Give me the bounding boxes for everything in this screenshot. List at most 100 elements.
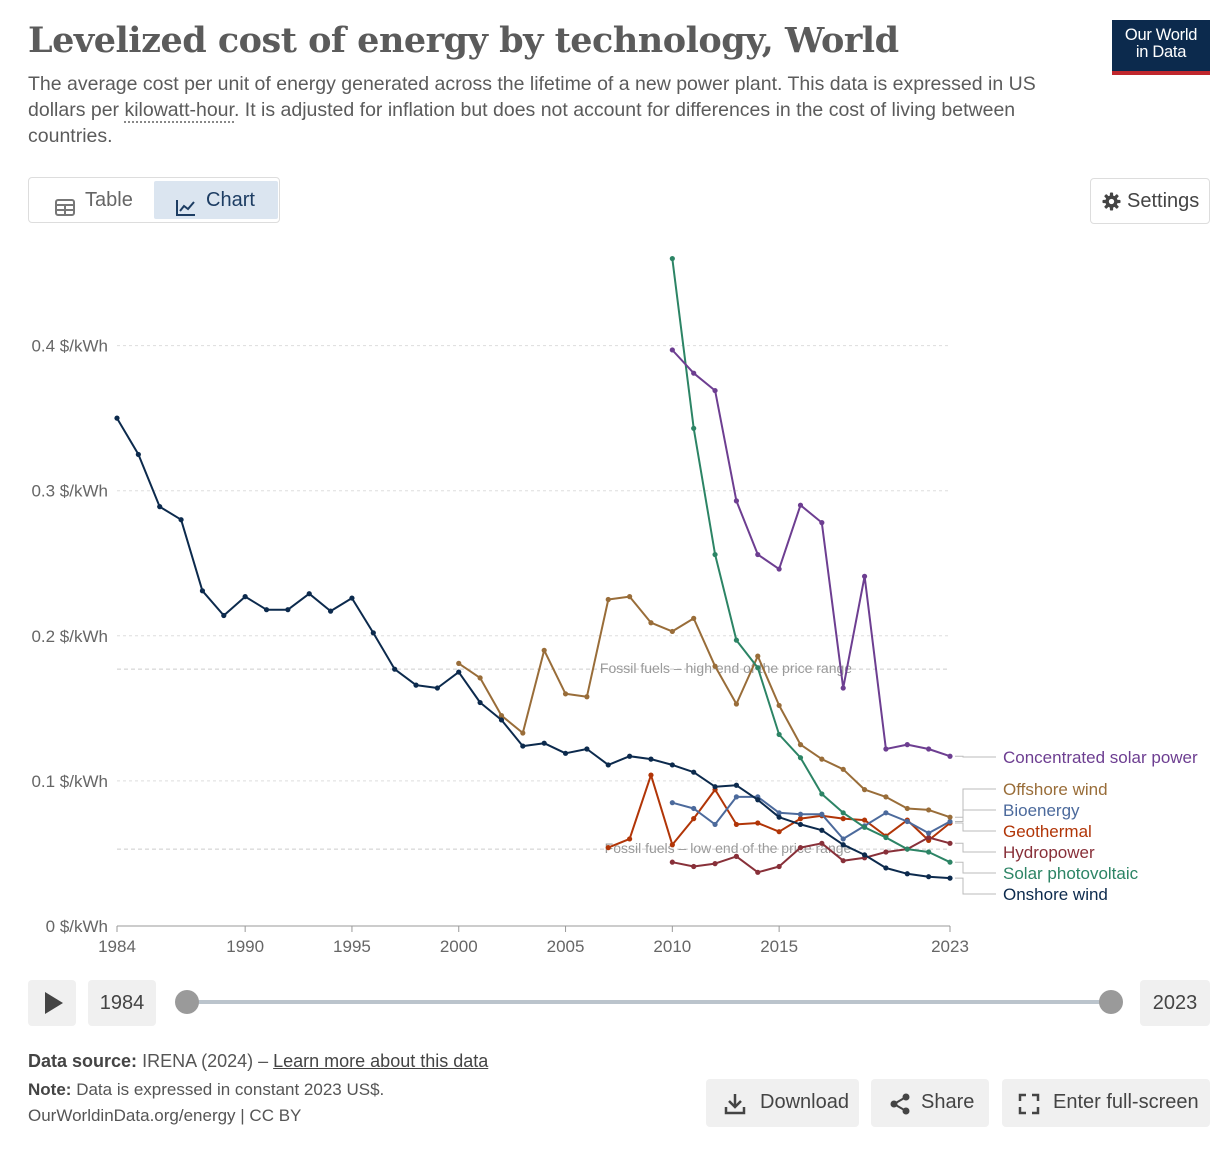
- data-point-concentrated-solar-power: [819, 520, 825, 526]
- data-point-concentrated-solar-power: [691, 370, 697, 376]
- view-tabs: Table Chart: [28, 177, 280, 223]
- legend-label: Bioenergy: [1003, 801, 1080, 820]
- data-point-offshore-wind: [733, 701, 740, 707]
- data-point-solar-photovoltaic: [926, 849, 932, 855]
- settings-button[interactable]: Settings: [1090, 178, 1210, 224]
- data-point-hydropower: [755, 869, 761, 875]
- data-point-offshore-wind: [584, 694, 590, 700]
- series-concentrated-solar-power: [669, 347, 953, 759]
- data-point-solar-photovoltaic: [776, 731, 782, 738]
- y-tick-label: 0 $/kWh: [46, 917, 108, 936]
- reference-line-label: Fossil fuels – low end of the price rang…: [605, 840, 852, 856]
- data-point-offshore-wind: [669, 628, 675, 635]
- owid-logo[interactable]: Our World in Data: [1112, 20, 1210, 75]
- line-chart: Fossil fuels – high end of the price ran…: [31, 255, 1198, 956]
- y-tick-label: 0.4 $/kWh: [31, 337, 108, 356]
- x-tick-label: 2010: [653, 937, 691, 956]
- data-point-onshore-wind: [135, 451, 141, 458]
- table-icon: [55, 191, 75, 229]
- data-point-concentrated-solar-power: [712, 387, 718, 394]
- series-line-solar-photovoltaic: [671, 258, 951, 864]
- settings-label: Settings: [1127, 190, 1200, 212]
- data-point-bioenergy: [926, 830, 932, 836]
- tab-table-label: Table: [85, 189, 133, 211]
- share-button[interactable]: Share: [871, 1079, 989, 1127]
- download-button[interactable]: Download: [706, 1079, 859, 1127]
- data-point-concentrated-solar-power: [947, 753, 953, 759]
- data-point-onshore-wind: [392, 666, 398, 672]
- play-icon: [45, 992, 63, 1014]
- credit[interactable]: OurWorldinData.org/energy | CC BY: [28, 1106, 302, 1125]
- legend-label: Hydropower: [1003, 843, 1095, 862]
- data-point-onshore-wind: [370, 630, 376, 636]
- data-point-offshore-wind: [819, 756, 825, 762]
- data-point-onshore-wind: [648, 756, 654, 762]
- share-icon: [889, 1093, 911, 1121]
- data-point-solar-photovoltaic: [669, 255, 675, 262]
- play-button[interactable]: [28, 980, 76, 1026]
- data-point-geothermal: [840, 816, 846, 822]
- data-point-offshore-wind: [498, 713, 505, 719]
- subtitle-text-2: . It is adjusted for inflation but does …: [28, 99, 1016, 147]
- data-point-onshore-wind: [221, 612, 227, 619]
- data-point-bioenergy: [819, 811, 825, 817]
- legend-label: Offshore wind: [1003, 780, 1108, 799]
- tab-table[interactable]: Table: [33, 181, 151, 219]
- data-point-solar-photovoltaic: [797, 755, 804, 761]
- timeline-start-year[interactable]: 1984: [88, 980, 156, 1026]
- timeline-start-handle[interactable]: [175, 990, 199, 1014]
- fullscreen-button[interactable]: Enter full-screen: [1002, 1079, 1210, 1127]
- data-point-hydropower: [883, 849, 889, 855]
- data-point-hydropower: [797, 845, 804, 851]
- subtitle-text-1: The average cost per unit of energy gene…: [28, 73, 1036, 121]
- data-point-solar-photovoltaic: [733, 637, 740, 643]
- tab-chart-label: Chart: [206, 189, 255, 211]
- data-point-offshore-wind: [776, 702, 782, 709]
- legend-label: Concentrated solar power: [1003, 748, 1198, 767]
- data-point-solar-photovoltaic: [883, 834, 889, 841]
- data-point-solar-photovoltaic: [712, 551, 718, 558]
- data-point-offshore-wind: [605, 596, 611, 603]
- data-point-bioenergy: [947, 818, 953, 825]
- data-point-solar-photovoltaic: [947, 859, 953, 865]
- timeline-end-handle[interactable]: [1099, 990, 1123, 1014]
- data-point-onshore-wind: [541, 740, 547, 746]
- learn-more-link[interactable]: Learn more about this data: [273, 1051, 489, 1071]
- data-point-onshore-wind: [327, 608, 334, 614]
- x-tick-label: 1990: [226, 937, 264, 956]
- gear-icon: [1102, 192, 1121, 217]
- data-point-geothermal: [669, 842, 675, 848]
- x-tick-label: 1995: [333, 937, 371, 956]
- data-point-offshore-wind: [456, 660, 462, 666]
- reference-line-label: Fossil fuels – high end of the price ran…: [600, 660, 852, 676]
- kilowatt-hour-link[interactable]: kilowatt-hour: [124, 99, 234, 123]
- data-point-bioenergy: [840, 836, 846, 842]
- data-point-hydropower: [947, 840, 953, 846]
- grid-lines: [117, 345, 950, 782]
- data-point-bioenergy: [733, 794, 740, 800]
- data-point-bioenergy: [669, 800, 675, 806]
- line-chart-icon: [176, 191, 196, 229]
- data-point-hydropower: [776, 863, 782, 870]
- data-point-onshore-wind: [562, 750, 569, 756]
- data-point-concentrated-solar-power: [797, 502, 804, 508]
- data-point-hydropower: [712, 861, 718, 867]
- data-point-concentrated-solar-power: [883, 746, 889, 752]
- logo-line-1: Our World: [1124, 26, 1198, 44]
- legend-connector: [955, 809, 996, 822]
- tab-chart[interactable]: Chart: [154, 181, 278, 219]
- timeline-track[interactable]: [186, 1000, 1110, 1004]
- data-point-onshore-wind: [883, 865, 889, 871]
- data-point-onshore-wind: [520, 743, 526, 749]
- data-point-offshore-wind: [755, 653, 761, 659]
- timeline-end-year[interactable]: 2023: [1140, 980, 1210, 1026]
- share-label: Share: [921, 1091, 975, 1113]
- data-point-onshore-wind: [755, 797, 761, 803]
- series-bioenergy: [669, 794, 953, 842]
- data-point-onshore-wind: [819, 827, 825, 833]
- data-point-solar-photovoltaic: [755, 665, 761, 671]
- logo-line-2: in Data: [1135, 43, 1187, 61]
- data-point-onshore-wind: [413, 682, 419, 688]
- data-point-offshore-wind: [840, 766, 846, 772]
- x-tick-label: 2005: [547, 937, 585, 956]
